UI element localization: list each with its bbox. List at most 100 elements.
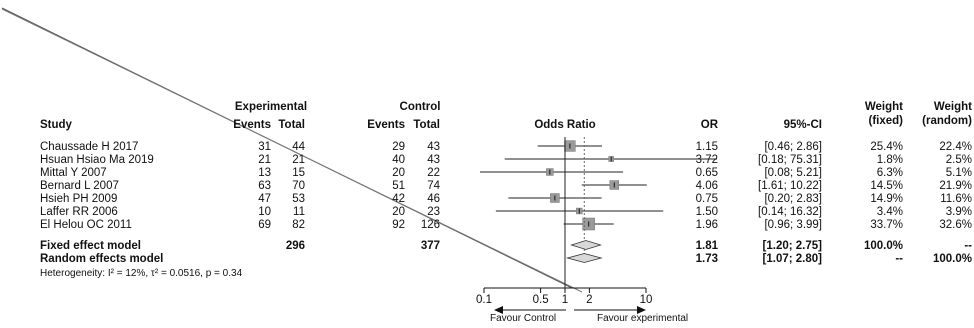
exp-events: 21 (258, 154, 271, 166)
weight-random: 32.6% (939, 219, 972, 231)
header-exp-events: Events (233, 119, 271, 131)
ci-value: [0.46; 2.86] (764, 141, 822, 153)
header-ctrl-events: Events (367, 119, 405, 131)
random-weight-fixed: -- (895, 253, 903, 265)
study-name: El Helou OC 2011 (40, 219, 132, 231)
or-value: 0.65 (696, 167, 718, 179)
header-or: OR (701, 119, 719, 131)
header-ci: 95%-CI (784, 119, 822, 131)
fixed-weight-fixed: 100.0% (864, 240, 903, 252)
ctrl-events: 20 (392, 167, 405, 179)
ci-value: [1.61; 10.22] (758, 180, 822, 192)
ci-value: [0.18; 75.31] (758, 154, 822, 166)
favour-left-arrow-icon (494, 306, 503, 314)
fixed-ci: [1.20; 2.75] (763, 240, 823, 252)
ci-value: [0.96; 3.99] (764, 219, 822, 231)
ctrl-events: 92 (392, 219, 405, 231)
weight-random: 22.4% (939, 141, 972, 153)
weight-random: 5.1% (946, 167, 972, 179)
fixed-diamond (570, 240, 602, 250)
header-random: (random) (922, 115, 972, 127)
header-control: Control (400, 101, 441, 113)
favour-right-label: Favour experimental (597, 313, 688, 324)
header-exp-total: Total (278, 119, 305, 131)
exp-total: 15 (292, 167, 305, 179)
exp-events: 10 (258, 206, 271, 218)
exp-events: 47 (258, 193, 271, 205)
artifact-line-2 (1, 8, 583, 293)
or-value: 1.15 (696, 141, 718, 153)
ctrl-events: 20 (392, 206, 405, 218)
weight-random: 11.6% (940, 193, 972, 205)
weight-random: 21.9% (939, 180, 972, 192)
x-tick-label: 2 (586, 294, 592, 306)
or-value: 1.50 (696, 206, 718, 218)
exp-total: 82 (292, 219, 305, 231)
fixed-or: 1.81 (696, 240, 719, 252)
ci-value: [0.08; 5.21] (764, 167, 822, 179)
exp-events: 63 (258, 180, 271, 192)
header-weight-random: Weight (934, 101, 972, 113)
heterogeneity: Heterogeneity: I² = 12%, τ² = 0.0516, p … (40, 268, 243, 279)
random-weight-random: 100.0% (933, 253, 972, 265)
header-fixed: (fixed) (869, 115, 904, 127)
fixed-label: Fixed effect model (40, 240, 141, 252)
ctrl-total: 74 (427, 180, 440, 192)
ctrl-total: 126 (421, 219, 440, 231)
study-name: Hsieh PH 2009 (40, 193, 117, 205)
weight-fixed: 3.4% (877, 206, 903, 218)
or-value: 1.96 (696, 219, 718, 231)
fixed-ctrl-total: 377 (421, 240, 440, 252)
ctrl-events: 40 (392, 154, 405, 166)
x-tick-label: 10 (640, 294, 653, 306)
favour-right-arrow-icon (637, 306, 646, 314)
exp-total: 11 (293, 206, 305, 218)
ctrl-total: 22 (427, 167, 440, 179)
weight-fixed: 14.5% (870, 180, 903, 192)
study-name: Bernard L 2007 (40, 180, 119, 192)
random-label: Random effects model (40, 253, 163, 265)
ctrl-total: 43 (427, 154, 440, 166)
exp-events: 69 (258, 219, 271, 231)
random-ci: [1.07; 2.80] (763, 253, 823, 265)
header-experimental: Experimental (235, 101, 307, 113)
ctrl-events: 29 (392, 141, 405, 153)
fixed-exp-total: 296 (286, 240, 305, 252)
dynamic-marks: Chaussade H 2017 31 44 29 43 1.15 [0.46; 2.86]… (40, 137, 972, 306)
weight-fixed: 33.7% (870, 219, 903, 231)
ctrl-events: 51 (392, 180, 405, 192)
weight-random: 2.5% (946, 154, 972, 166)
weight-random: 3.9% (946, 206, 972, 218)
or-value: 3.72 (696, 154, 718, 166)
exp-events: 31 (258, 141, 271, 153)
x-tick-label: 1 (562, 294, 568, 306)
exp-events: 13 (258, 167, 271, 179)
x-tick-label: 0.1 (476, 294, 492, 306)
ci-value: [0.20; 2.83] (764, 193, 822, 205)
exp-total: 70 (292, 180, 305, 192)
header-weight-fixed: Weight (865, 101, 903, 113)
weight-fixed: 6.3% (877, 167, 903, 179)
ctrl-total: 43 (427, 141, 440, 153)
header-odds-ratio: Odds Ratio (534, 119, 595, 131)
header-study: Study (40, 119, 73, 131)
or-value: 0.75 (696, 193, 718, 205)
header-ctrl-total: Total (413, 119, 440, 131)
weight-fixed: 1.8% (877, 154, 903, 166)
ctrl-events: 42 (392, 193, 405, 205)
ctrl-total: 46 (427, 193, 440, 205)
exp-total: 21 (292, 154, 305, 166)
study-name: Hsuan Hsiao Ma 2019 (40, 154, 154, 166)
study-name: Mittal Y 2007 (40, 167, 107, 179)
favour-left-label: Favour Control (490, 313, 556, 324)
ctrl-total: 23 (427, 206, 440, 218)
weight-fixed: 25.4% (870, 141, 903, 153)
random-or: 1.73 (696, 253, 718, 265)
fixed-weight-random: -- (964, 240, 972, 252)
ci-value: [0.14; 16.32] (758, 206, 822, 218)
study-name: Laffer RR 2006 (40, 206, 118, 218)
exp-total: 44 (292, 141, 305, 153)
study-name: Chaussade H 2017 (40, 141, 138, 153)
